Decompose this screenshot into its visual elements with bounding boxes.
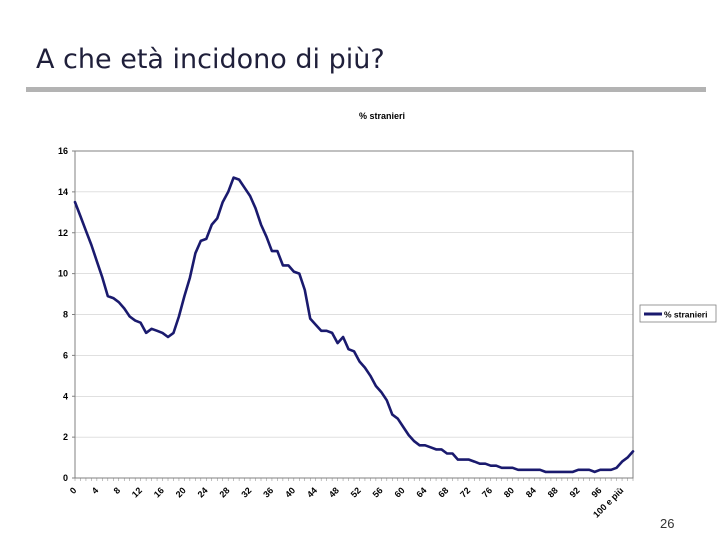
x-tick-label: 64 bbox=[414, 485, 428, 499]
y-tick-label: 4 bbox=[63, 391, 68, 401]
x-tick-label: 4 bbox=[90, 485, 101, 496]
x-tick-label: 8 bbox=[112, 485, 123, 496]
x-tick-label: 28 bbox=[217, 485, 231, 499]
x-tick-label: 40 bbox=[283, 485, 297, 499]
x-tick-label: 48 bbox=[327, 485, 341, 499]
x-tick-label: 44 bbox=[305, 485, 319, 499]
x-tick-label: 84 bbox=[524, 485, 538, 499]
title-divider bbox=[26, 87, 706, 92]
x-tick-label: 76 bbox=[480, 485, 494, 499]
series-layer bbox=[73, 176, 635, 474]
x-tick-label: 0 bbox=[68, 485, 79, 496]
y-tick-label: 2 bbox=[63, 432, 68, 442]
page-number: 26 bbox=[660, 516, 675, 531]
x-tick-label: 92 bbox=[568, 485, 582, 499]
legend: % stranieri bbox=[639, 304, 717, 323]
x-tick-label: 52 bbox=[349, 485, 363, 499]
y-tick-label: 6 bbox=[63, 350, 68, 360]
x-axis: 0 4 8 12 16 20 24 28 32 36 40 44 48 52 56 60 64 68 72 76 80 8… bbox=[68, 478, 634, 520]
y-tick-label: 8 bbox=[63, 310, 68, 320]
x-tick-label: 88 bbox=[546, 485, 560, 499]
y-tick-label: 10 bbox=[58, 269, 68, 279]
y-tick-label: 16 bbox=[58, 146, 68, 156]
legend-label: % stranieri bbox=[664, 310, 707, 320]
series-line-stranieri bbox=[73, 176, 635, 474]
x-tick-label: 20 bbox=[174, 485, 188, 499]
x-tick-label: 80 bbox=[502, 485, 516, 499]
y-tick-label: 12 bbox=[58, 228, 68, 238]
line-chart: % stranieri 0 2 4 6 8 10 12 14 16 0 4 8 12 16 20 24 28 3… bbox=[0, 100, 720, 530]
x-tick-label: 68 bbox=[436, 485, 450, 499]
x-tick-label: 96 bbox=[589, 485, 603, 499]
x-tick-label: 24 bbox=[196, 485, 210, 499]
x-tick-label: 12 bbox=[130, 485, 144, 499]
x-tick-label: 36 bbox=[261, 485, 275, 499]
y-tick-label: 14 bbox=[58, 187, 68, 197]
y-tick-label: 0 bbox=[63, 473, 68, 483]
chart-title: % stranieri bbox=[359, 111, 405, 121]
x-tick-label: 60 bbox=[392, 485, 406, 499]
x-tick-label: 32 bbox=[239, 485, 253, 499]
x-tick-label: 16 bbox=[152, 485, 166, 499]
y-axis: 0 2 4 6 8 10 12 14 16 bbox=[58, 146, 75, 483]
slide-title: A che età incidono di più? bbox=[36, 44, 385, 75]
x-tick-label: 56 bbox=[371, 485, 385, 499]
grid-lines bbox=[75, 191, 633, 438]
x-tick-label: 72 bbox=[458, 485, 472, 499]
